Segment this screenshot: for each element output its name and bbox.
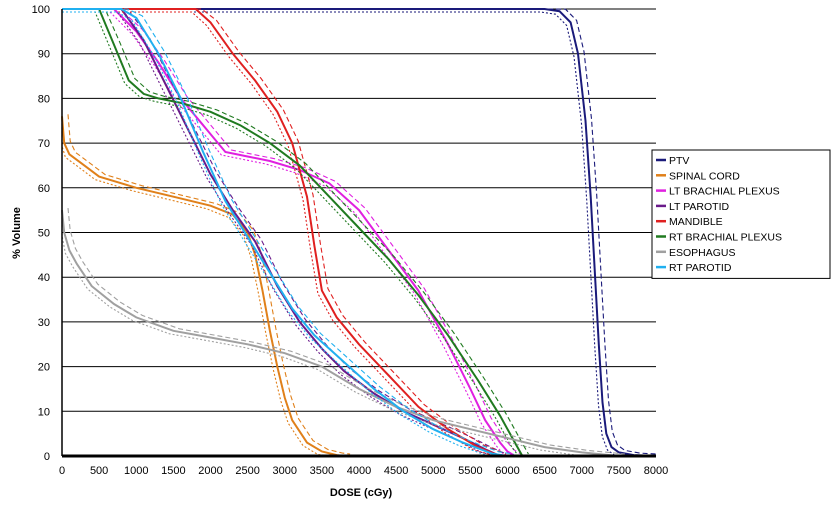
x-tick-label: 0: [59, 465, 65, 477]
series-rt-parotid: [62, 8, 514, 457]
series-dashed-line: [68, 8, 507, 455]
x-tick-labels: 0 500 1000 1500 2000 2500 3000 3500 4000 4500 5000…: [59, 465, 668, 477]
series-line: [61, 210, 619, 457]
x-tick-label: 2500: [235, 465, 259, 477]
series-dashed-line: [68, 8, 657, 455]
legend-label: LT PAROTID: [669, 201, 730, 213]
y-tick-label: 20: [38, 362, 50, 374]
x-tick-label: 6500: [532, 465, 556, 477]
axes: [61, 9, 656, 458]
x-tick-label: 3000: [273, 465, 297, 477]
legend-label: MANDIBLE: [669, 216, 723, 228]
series-rt-brachial-plexus: [62, 8, 529, 457]
legend-label: ESOPHAGUS: [669, 247, 736, 259]
x-tick-label: 5000: [421, 465, 445, 477]
series-dotted-line: [62, 11, 519, 457]
series-line: [62, 8, 524, 457]
x-tick-label: 4000: [347, 465, 371, 477]
y-axis-title: % Volume: [11, 207, 23, 259]
y-tick-label: 10: [38, 406, 50, 418]
legend-label: RT PAROTID: [669, 262, 732, 274]
series-dotted-line: [62, 11, 652, 457]
y-tick-label: 40: [38, 272, 50, 284]
series-line: [62, 8, 516, 457]
x-tick-label: 8000: [644, 465, 668, 477]
x-tick-label: 2000: [198, 465, 222, 477]
series-dashed-line: [67, 208, 625, 455]
legend-label: RT BRACHIAL PLEXUS: [669, 232, 782, 244]
series-dashed-line: [68, 8, 507, 455]
x-tick-label: 3500: [310, 465, 334, 477]
series-dashed-line: [68, 8, 514, 455]
x-tick-label: 4500: [384, 465, 408, 477]
series-dotted-line: [61, 119, 341, 457]
legend: PTV SPINAL CORD LT BRACHIAL PLEXUS LT PAROT…: [651, 149, 831, 279]
y-tick-label: 50: [38, 228, 50, 240]
series-dotted-line: [61, 213, 615, 457]
y-tick-label: 90: [38, 49, 50, 61]
y-tick-label: 70: [38, 138, 50, 150]
series-line: [62, 8, 508, 457]
y-tick-label: 30: [38, 317, 50, 329]
legend-label: LT BRACHIAL PLEXUS: [669, 186, 780, 198]
series-line: [62, 8, 657, 457]
series-dotted-line: [62, 11, 497, 457]
legend-box: [651, 149, 831, 279]
x-axis-title: DOSE (cGy): [330, 487, 393, 499]
x-tick-label: 7500: [607, 465, 631, 477]
series-dashed-line: [68, 8, 529, 455]
y-tick-label: 100: [32, 4, 50, 16]
y-tick-labels: 0 10 20 30 40 50 60 70 80 90 100: [32, 4, 50, 463]
y-tick-label: 60: [38, 183, 50, 195]
x-tick-label: 5500: [458, 465, 482, 477]
x-tick-label: 7000: [570, 465, 594, 477]
y-tick-label: 0: [44, 451, 50, 463]
series-ptv: [62, 8, 657, 457]
legend-label: PTV: [669, 155, 689, 167]
series-dashed-line: [68, 8, 522, 455]
series-lines: [61, 8, 657, 457]
y-tick-label: 80: [38, 93, 50, 105]
legend-label: SPINAL CORD: [669, 170, 740, 182]
x-tick-label: 1500: [161, 465, 185, 477]
series-dashed-line: [67, 114, 351, 455]
x-tick-label: 500: [90, 465, 108, 477]
x-tick-label: 1000: [124, 465, 148, 477]
x-tick-label: 6000: [495, 465, 519, 477]
series-esophagus: [61, 208, 625, 457]
series-dotted-line: [62, 11, 512, 457]
